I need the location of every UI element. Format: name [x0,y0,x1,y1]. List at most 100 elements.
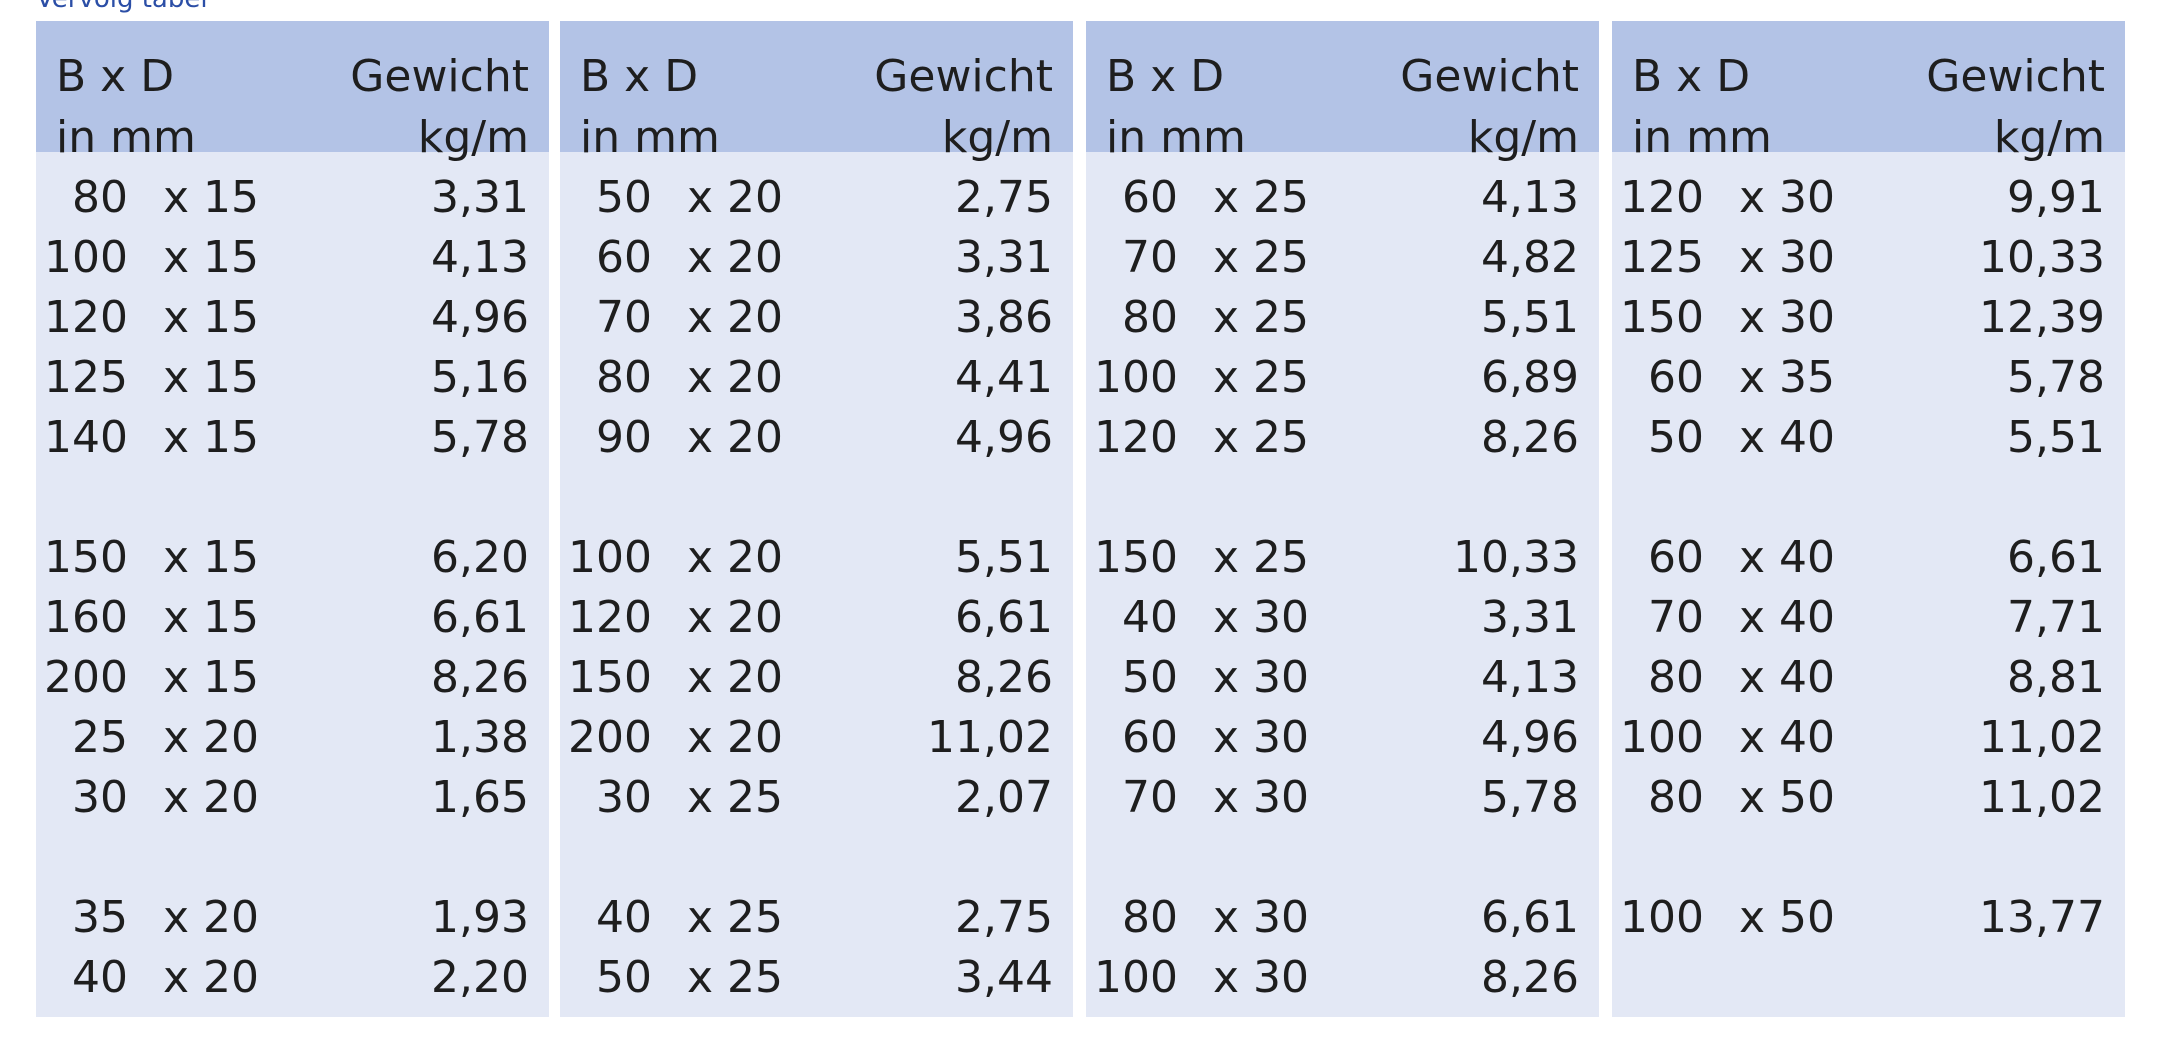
thickness-cell: x 30 [1739,232,1836,283]
thickness-cell: x 40 [1739,412,1836,463]
thickness-cell: x 50 [1739,772,1836,823]
weight-cell: 5,78 [2007,352,2105,403]
width-cell: 60 [1648,532,1704,583]
header-dims-unit: in mm [580,112,720,163]
thickness-cell: x 35 [1739,352,1836,403]
weight-cell: 11,02 [1979,772,2105,823]
weight-cell: 10,33 [1979,232,2105,283]
weight-cell: 6,61 [1481,892,1579,943]
table-row: 100 x 30 8,26 [1086,948,1599,1008]
width-cell: 100 [568,532,652,583]
width-cell: 80 [596,352,652,403]
table-row: 150 x 25 10,33 [1086,528,1599,588]
row-group: 150 x 25 10,33 40 x 30 3,31 50 x 30 4,13 60 x 30 4,… [1086,528,1599,828]
width-cell: 140 [44,412,128,463]
thickness-cell: x 20 [687,292,784,343]
table-header: B x D in mm Gewicht kg/m [560,21,1073,163]
table-body: 50 x 20 2,75 60 x 20 3,31 70 x 20 3,86 80 x 20 4,41… [560,152,1073,1008]
table-row: 50 x 30 4,13 [1086,648,1599,708]
table-row: 80 x 30 6,61 [1086,888,1599,948]
row-group: 150 x 15 6,20 160 x 15 6,61 200 x 15 8,26 25 x 20 1… [36,528,549,828]
table-row: 30 x 25 2,07 [560,768,1073,828]
weight-cell: 6,61 [2007,532,2105,583]
weight-cell: 7,71 [2007,592,2105,643]
weight-cell: 6,89 [1481,352,1579,403]
width-cell: 50 [1648,412,1704,463]
width-cell: 120 [568,592,652,643]
thickness-cell: x 25 [687,892,784,943]
table-row: 60 x 30 4,96 [1086,708,1599,768]
thickness-cell: x 25 [687,952,784,1003]
width-cell: 50 [596,952,652,1003]
width-cell: 35 [72,892,128,943]
thickness-cell: x 20 [687,172,784,223]
thickness-cell: x 15 [163,172,260,223]
weight-cell: 4,13 [431,232,529,283]
row-group: 120 x 30 9,91 125 x 30 10,33 150 x 30 12,39 60 x 3… [1612,168,2125,468]
table-row: 70 x 40 7,71 [1612,588,2125,648]
weight-cell: 8,26 [955,652,1053,703]
width-cell: 125 [1620,232,1704,283]
width-cell: 80 [1122,292,1178,343]
width-cell: 150 [1620,292,1704,343]
width-cell: 200 [44,652,128,703]
weight-cell: 5,78 [431,412,529,463]
table-row: 60 x 40 6,61 [1612,528,2125,588]
header-dims-unit: in mm [1632,112,1772,163]
table-row: 80 x 50 11,02 [1612,768,2125,828]
table-row: 100 x 25 6,89 [1086,348,1599,408]
thickness-cell: x 30 [1739,292,1836,343]
row-group: 80 x 30 6,61 100 x 30 8,26 [1086,888,1599,1008]
table-row: 140 x 15 5,78 [36,408,549,468]
table-row: 100 x 15 4,13 [36,228,549,288]
width-cell: 100 [1094,952,1178,1003]
weight-cell: 4,96 [1481,712,1579,763]
row-group: 100 x 20 5,51 120 x 20 6,61 150 x 20 8,26 200 x 20… [560,528,1073,828]
table-row: 200 x 15 8,26 [36,648,549,708]
header-weight-unit: kg/m [1467,112,1579,163]
table-row: 120 x 20 6,61 [560,588,1073,648]
width-cell: 60 [596,232,652,283]
table-header: B x D in mm Gewicht kg/m [36,21,549,163]
table-header: B x D in mm Gewicht kg/m [1612,21,2125,163]
thickness-cell: x 30 [1213,892,1310,943]
thickness-cell: x 50 [1739,892,1836,943]
thickness-cell: x 20 [163,952,260,1003]
table-row: 35 x 20 1,93 [36,888,549,948]
thickness-cell: x 30 [1213,952,1310,1003]
width-cell: 150 [1094,532,1178,583]
width-cell: 25 [72,712,128,763]
width-cell: 40 [1122,592,1178,643]
width-cell: 125 [44,352,128,403]
weight-cell: 5,51 [2007,412,2105,463]
table-row: 50 x 20 2,75 [560,168,1073,228]
weight-cell: 1,93 [431,892,529,943]
table-row: 80 x 15 3,31 [36,168,549,228]
width-cell: 40 [72,952,128,1003]
thickness-cell: x 40 [1739,592,1836,643]
table-block: B x D in mm Gewicht kg/m 60 x 25 4,13 70 x 25 4,8… [1086,21,1599,1017]
thickness-cell: x 15 [163,352,260,403]
table-row: 100 x 40 11,02 [1612,708,2125,768]
header-weight: Gewicht [350,51,529,102]
thickness-cell: x 20 [163,712,260,763]
width-cell: 70 [1648,592,1704,643]
weight-cell: 4,96 [955,412,1053,463]
table-row: 100 x 20 5,51 [560,528,1073,588]
width-cell: 50 [1122,652,1178,703]
width-cell: 40 [596,892,652,943]
header-dims: B x D [580,51,699,102]
table-row: 125 x 30 10,33 [1612,228,2125,288]
table-row: 90 x 20 4,96 [560,408,1073,468]
weight-cell: 4,82 [1481,232,1579,283]
width-cell: 60 [1122,172,1178,223]
weight-cell: 3,44 [955,952,1053,1003]
thickness-cell: x 25 [687,772,784,823]
width-cell: 150 [568,652,652,703]
weight-cell: 3,31 [1481,592,1579,643]
weight-cell: 2,75 [955,172,1053,223]
weight-cell: 5,51 [1481,292,1579,343]
width-cell: 100 [1620,892,1704,943]
thickness-cell: x 40 [1739,532,1836,583]
